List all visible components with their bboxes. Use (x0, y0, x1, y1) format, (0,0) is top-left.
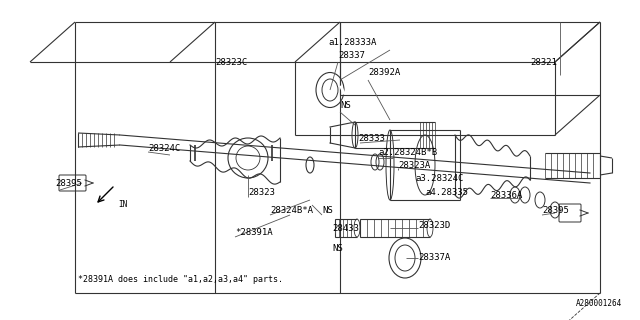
Text: A280001264: A280001264 (576, 299, 622, 308)
Text: NS: NS (340, 100, 351, 109)
Text: *28391A does include "a1,a2,a3,a4" parts.: *28391A does include "a1,a2,a3,a4" parts… (78, 275, 283, 284)
Text: 28395: 28395 (542, 205, 569, 214)
Text: IN: IN (118, 200, 127, 209)
Text: a4.28335: a4.28335 (425, 188, 468, 196)
Text: 28321: 28321 (530, 58, 557, 67)
Text: 28323D: 28323D (418, 220, 451, 229)
Text: NS: NS (332, 244, 343, 252)
Text: 28336A: 28336A (490, 190, 522, 199)
Text: 28324C: 28324C (148, 143, 180, 153)
Text: 28323C: 28323C (215, 58, 247, 67)
Text: *28391A: *28391A (235, 228, 273, 236)
Text: 28337: 28337 (338, 51, 365, 60)
Text: 28395: 28395 (55, 179, 82, 188)
Text: a3.28324C: a3.28324C (415, 173, 463, 182)
Text: 28392A: 28392A (368, 68, 400, 76)
Text: 28433: 28433 (332, 223, 359, 233)
Text: 28324B*A: 28324B*A (270, 205, 313, 214)
Text: a2.28324B*B: a2.28324B*B (378, 148, 437, 156)
Text: a1.28333A: a1.28333A (328, 37, 376, 46)
Text: 28323A: 28323A (398, 161, 430, 170)
Text: 28323: 28323 (248, 188, 275, 196)
Text: 28337A: 28337A (418, 253, 451, 262)
Text: 28333: 28333 (358, 133, 385, 142)
Text: NS: NS (322, 205, 333, 214)
